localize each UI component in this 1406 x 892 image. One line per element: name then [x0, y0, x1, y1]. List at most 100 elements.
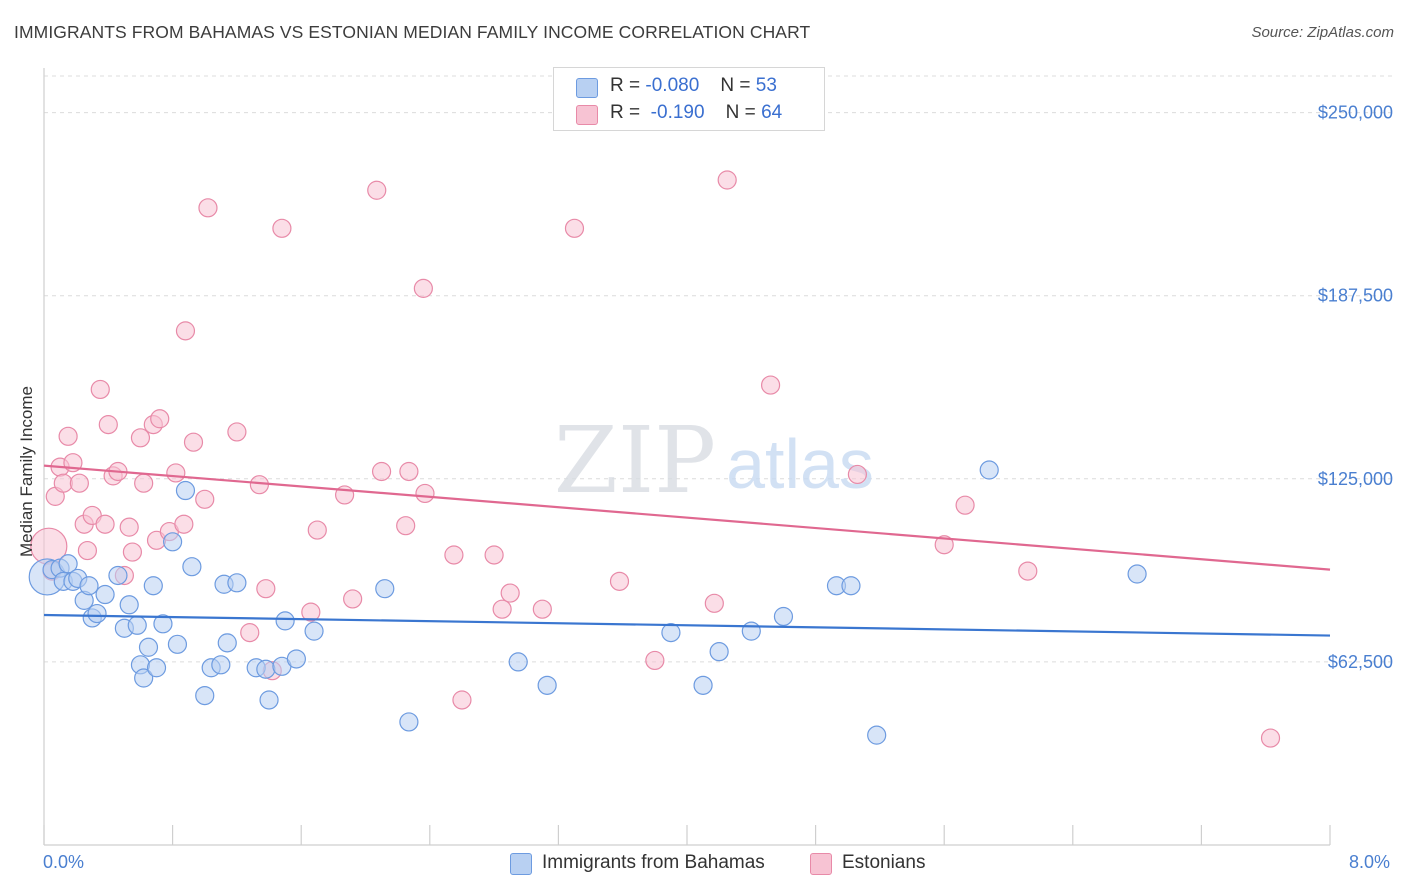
legend-r-label: R =	[610, 75, 641, 96]
point-bahamas	[275, 611, 295, 631]
y-tick-label: $250,000	[1318, 103, 1393, 123]
point-estonians	[484, 545, 504, 565]
point-bahamas	[508, 652, 528, 672]
point-estonians	[195, 489, 215, 509]
point-bahamas	[143, 576, 163, 596]
point-estonians	[500, 583, 520, 603]
point-estonians	[444, 545, 464, 565]
bottom-legend-swatch-blue	[510, 853, 532, 875]
point-estonians	[77, 540, 98, 561]
point-estonians	[301, 602, 321, 622]
point-estonians	[564, 218, 585, 238]
watermark-atlas: atlas	[726, 425, 874, 503]
point-estonians	[198, 198, 218, 218]
point-estonians	[343, 589, 363, 609]
point-bahamas	[375, 579, 395, 599]
grid	[44, 75, 1395, 663]
legend-n-value: 53	[755, 75, 777, 96]
watermark-zip: ZIP	[554, 407, 716, 514]
source-label: Source: ZipAtlas.com	[1251, 24, 1394, 41]
point-bahamas	[127, 615, 147, 635]
point-estonians	[130, 428, 151, 448]
point-bahamas	[138, 637, 159, 657]
point-bahamas	[87, 603, 107, 624]
point-estonians	[69, 473, 89, 493]
y-tick-labels: $62,500 $125,000 $187,500 $250,000	[1318, 103, 1393, 672]
legend-swatch-blue	[576, 78, 598, 98]
point-estonians	[367, 180, 387, 200]
point-bahamas	[119, 595, 139, 615]
point-bahamas	[256, 659, 276, 679]
point-estonians	[704, 593, 724, 613]
point-estonians	[413, 278, 433, 298]
point-bahamas	[58, 554, 78, 574]
point-bahamas	[175, 480, 196, 501]
trend-line-estonians	[43, 464, 1331, 571]
chart-title: IMMIGRANTS FROM BAHAMAS VS ESTONIAN MEDI…	[14, 22, 811, 42]
point-bahamas	[227, 573, 247, 593]
axes	[43, 68, 1331, 846]
point-bahamas	[146, 658, 167, 678]
legend-r-label: R =	[610, 102, 641, 123]
point-bahamas	[399, 712, 419, 732]
legend-swatch-pink	[576, 105, 598, 125]
point-estonians	[492, 599, 512, 619]
point-estonians	[58, 426, 78, 446]
x-tick-label-min: 0.0%	[43, 852, 85, 872]
point-bahamas	[773, 606, 794, 627]
point-bahamas	[304, 621, 324, 641]
point-estonians	[452, 690, 472, 710]
y-axis-title: Median Family Income	[17, 385, 36, 557]
trend-lines	[43, 464, 1331, 637]
correlation-legend: R = -0.080 N = 53 R = -0.190 N = 64	[553, 67, 825, 131]
point-estonians	[396, 516, 416, 536]
point-estonians	[609, 571, 630, 591]
point-estonians	[399, 461, 419, 482]
point-bahamas	[167, 634, 188, 654]
point-bahamas	[211, 655, 231, 675]
point-bahamas	[841, 576, 861, 596]
point-estonians	[272, 218, 292, 238]
point-estonians	[1018, 561, 1038, 581]
point-bahamas	[79, 576, 99, 596]
point-bahamas	[693, 675, 713, 695]
point-bahamas	[108, 565, 128, 586]
point-estonians	[415, 483, 435, 504]
point-estonians	[175, 321, 196, 341]
point-estonians	[847, 464, 867, 485]
bottom-legend-swatch-pink	[810, 853, 832, 875]
point-bahamas	[979, 460, 999, 480]
point-estonians	[183, 432, 204, 452]
point-bahamas	[217, 633, 237, 653]
series-bahamas	[28, 460, 1147, 745]
y-tick-label: $125,000	[1318, 469, 1393, 489]
point-bahamas	[537, 675, 557, 695]
point-bahamas	[867, 725, 887, 745]
point-estonians	[307, 520, 327, 540]
point-estonians	[174, 514, 194, 534]
point-bahamas	[661, 623, 681, 643]
point-estonians	[227, 422, 247, 442]
point-bahamas	[259, 690, 279, 710]
point-estonians	[955, 495, 975, 515]
point-estonians	[717, 170, 737, 190]
point-bahamas	[182, 557, 202, 577]
point-estonians	[645, 650, 665, 671]
point-estonians	[532, 599, 552, 619]
point-estonians	[934, 535, 954, 555]
point-bahamas	[1127, 564, 1147, 584]
point-estonians	[249, 475, 270, 495]
watermark: ZIP atlas	[554, 407, 874, 514]
point-estonians	[119, 517, 139, 537]
point-estonians	[134, 473, 154, 493]
point-estonians	[90, 379, 110, 400]
legend-r-value: -0.080	[645, 75, 700, 96]
point-bahamas	[286, 649, 306, 669]
legend-n-label: N =	[720, 75, 751, 96]
point-estonians	[760, 375, 781, 395]
point-estonians	[122, 542, 143, 562]
bottom-legend-label: Estonians	[842, 852, 926, 873]
point-estonians	[150, 409, 170, 429]
point-estonians	[98, 415, 118, 435]
